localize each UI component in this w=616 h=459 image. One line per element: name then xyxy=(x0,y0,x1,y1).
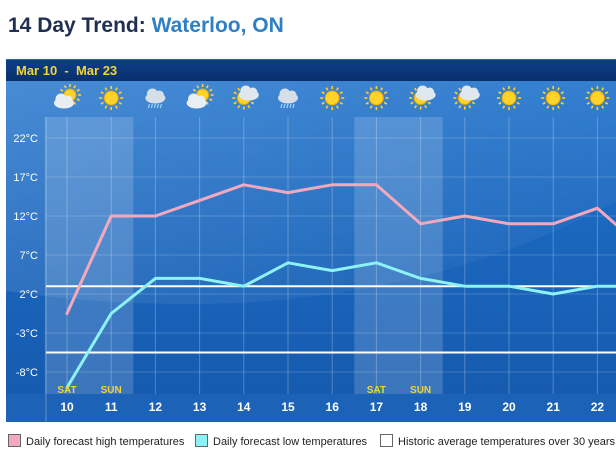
partly-cloudy-icon xyxy=(186,84,214,109)
x-tick-label: 16 xyxy=(326,400,340,414)
sun-icon xyxy=(585,86,610,110)
high-temperature-line xyxy=(65,183,616,315)
rain-cloud-icon xyxy=(145,88,166,109)
sun-cloud-icon xyxy=(453,85,480,110)
x-tick-label: 20 xyxy=(502,400,516,414)
y-tick-label: -8°C xyxy=(16,367,38,379)
y-tick-label: 7°C xyxy=(20,250,39,262)
page-title: 14 Day Trend: Waterloo, ON xyxy=(8,14,284,38)
x-tick-label: 17 xyxy=(370,400,384,414)
weekend-label: SUN xyxy=(101,385,122,396)
chart-glare xyxy=(6,81,616,305)
legend-swatch-historic xyxy=(380,434,393,447)
date-range-bar: Mar 10 - Mar 23 xyxy=(6,59,616,82)
legend-label-low: Daily forecast low temperatures xyxy=(213,436,368,448)
x-tick-label: 13 xyxy=(193,400,207,414)
legend-label-high: Daily forecast high temperatures xyxy=(26,436,185,448)
legend-swatch-low xyxy=(195,434,208,447)
x-tick-label: 10 xyxy=(60,400,74,414)
sun-icon xyxy=(99,86,124,110)
x-tick-label: 11 xyxy=(105,400,118,414)
legend-item-low: Daily forecast low temperatures xyxy=(195,434,367,448)
x-tick-label: 22 xyxy=(591,400,605,414)
x-tick-label: 19 xyxy=(458,400,472,414)
rain-cloud-icon xyxy=(278,88,298,109)
y-tick-label: 17°C xyxy=(13,172,38,184)
sun-icon xyxy=(541,86,566,110)
x-tick-label: 15 xyxy=(281,400,295,414)
low-temperature-line xyxy=(65,261,616,390)
sun-icon xyxy=(364,86,389,110)
y-tick-label: -3°C xyxy=(16,328,38,340)
legend-label-historic: Historic average temperatures over 30 ye… xyxy=(398,436,616,448)
weekend-band xyxy=(354,117,443,394)
plot-floor xyxy=(6,394,616,422)
legend-swatch-high xyxy=(8,434,21,447)
y-tick-label: 12°C xyxy=(13,211,38,223)
x-tick-label: 12 xyxy=(149,400,163,414)
x-tick-label: 21 xyxy=(547,400,561,414)
weekend-label: SAT xyxy=(57,385,76,396)
legend-item-historic: Historic average temperatures over 30 ye… xyxy=(380,434,615,448)
partly-cloudy-icon xyxy=(54,84,81,109)
weekend-label: SUN xyxy=(410,385,431,396)
x-tick-label: 14 xyxy=(237,400,251,414)
title-prefix: 14 Day Trend: xyxy=(8,14,146,37)
legend: Daily forecast high temperatures Daily f… xyxy=(0,432,616,452)
y-tick-label: 2°C xyxy=(20,289,39,301)
sun-icon xyxy=(497,86,521,110)
legend-item-high: Daily forecast high temperatures xyxy=(8,434,184,448)
y-tick-label: 22°C xyxy=(13,133,38,145)
sun-cloud-icon xyxy=(232,85,259,110)
city-name: Waterloo, ON xyxy=(151,14,284,37)
weekend-label: SAT xyxy=(367,385,386,396)
date-range: Mar 10 - Mar 23 xyxy=(16,63,118,78)
trend-chart: 22°C17°C12°C7°C2°C-3°C-8°C SAT SUN SAT SUN … xyxy=(6,81,616,422)
x-tick-label: 18 xyxy=(414,400,428,414)
sun-cloud-icon xyxy=(409,85,436,110)
sun-icon xyxy=(320,86,345,110)
